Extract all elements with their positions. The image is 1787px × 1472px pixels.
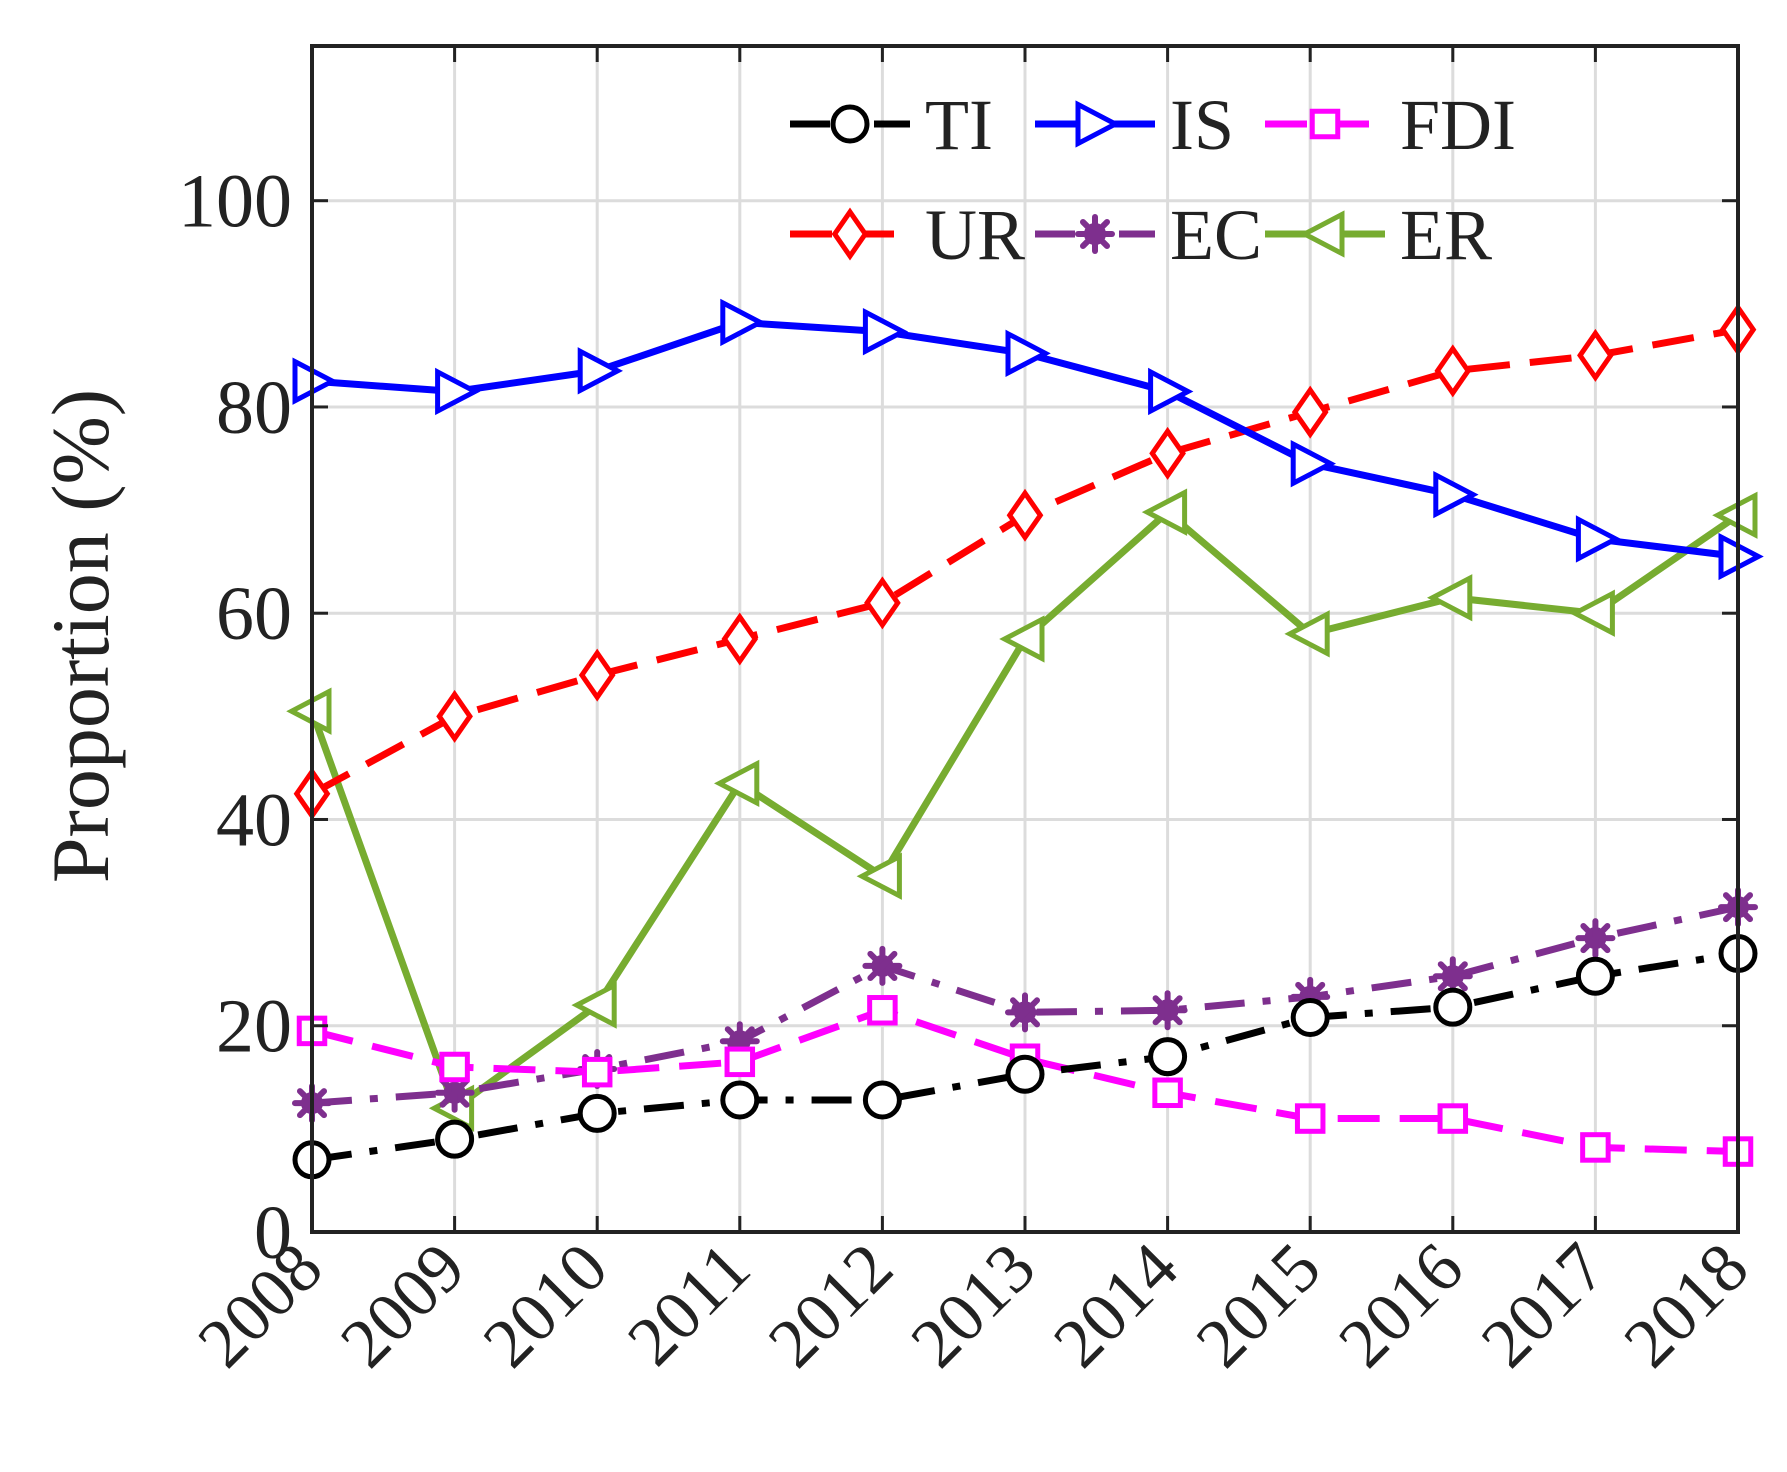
data-point — [1299, 210, 1345, 258]
data-point — [1309, 108, 1341, 140]
series-fdi — [296, 995, 1754, 1167]
legend-label: TI — [925, 85, 993, 165]
data-point — [830, 104, 870, 144]
x-tick-label: 2017 — [1467, 1229, 1620, 1382]
series-line — [311, 950, 1739, 1164]
data-point — [1575, 515, 1622, 563]
data-point — [1434, 344, 1472, 398]
x-tick-label: 2016 — [1325, 1229, 1478, 1382]
data-point — [864, 576, 901, 630]
data-point — [999, 615, 1045, 663]
x-tick-label: 2012 — [754, 1229, 907, 1382]
data-point — [862, 945, 903, 986]
data-point — [1432, 956, 1473, 997]
data-point — [1580, 1132, 1611, 1163]
data-point — [439, 1051, 470, 1083]
data-point — [721, 612, 759, 666]
x-tick-label: 2009 — [326, 1229, 479, 1382]
x-tick-label: 2014 — [1039, 1229, 1192, 1382]
x-tick-label: 2008 — [184, 1229, 337, 1382]
data-point — [831, 207, 869, 261]
data-point — [867, 995, 898, 1026]
series-ti — [292, 934, 1758, 1180]
series-ec — [292, 887, 1758, 1124]
y-axis-label: Proportion (%) — [35, 389, 126, 883]
data-point — [1148, 1037, 1188, 1077]
data-point — [1433, 987, 1473, 1027]
data-point — [1149, 426, 1186, 480]
data-point — [435, 1119, 475, 1159]
legend-item-is: IS — [1035, 85, 1234, 165]
data-point — [862, 1080, 902, 1120]
y-tick-label: 40 — [216, 778, 292, 862]
data-point — [1575, 956, 1615, 996]
data-point — [577, 1093, 617, 1133]
legend-label: EC — [1170, 195, 1262, 275]
series-ur — [293, 303, 1757, 821]
legend-label: UR — [925, 195, 1025, 275]
data-point — [1437, 1103, 1469, 1134]
data-point — [1284, 610, 1330, 658]
series-er — [286, 488, 1758, 1132]
y-tick-label: 100 — [178, 160, 292, 244]
data-point — [571, 981, 617, 1029]
data-point — [856, 852, 902, 900]
data-point — [862, 307, 909, 356]
legend-label: IS — [1170, 85, 1234, 165]
legend-item-ur: UR — [790, 195, 1025, 275]
legend-item-ec: EC — [1035, 195, 1262, 275]
y-tick-label: 80 — [216, 366, 292, 450]
y-tick-label: 0 — [254, 1191, 292, 1275]
data-point — [714, 759, 760, 808]
data-point — [1152, 1077, 1183, 1109]
data-point — [1006, 488, 1044, 542]
data-point — [1148, 367, 1194, 416]
data-point — [1290, 440, 1336, 488]
data-point — [724, 1046, 756, 1078]
data-point — [1290, 997, 1330, 1037]
data-point — [1294, 1103, 1326, 1134]
data-point — [1005, 329, 1051, 378]
y-tick-label: 20 — [216, 985, 292, 1069]
data-point — [720, 1080, 760, 1120]
legend-label: FDI — [1400, 85, 1516, 165]
data-point — [1575, 918, 1616, 959]
data-point — [1005, 992, 1045, 1033]
data-point — [720, 298, 766, 347]
data-point — [581, 1056, 613, 1088]
legend-item-er: ER — [1265, 195, 1492, 275]
data-point — [435, 367, 481, 416]
data-point — [1147, 990, 1188, 1031]
data-point — [1569, 589, 1615, 637]
legend-item-ti: TI — [790, 85, 993, 165]
x-tick-label: 2013 — [897, 1229, 1050, 1382]
x-tick-label: 2015 — [1182, 1229, 1335, 1382]
x-tick-label: 2011 — [614, 1229, 766, 1381]
data-point — [436, 689, 473, 743]
data-point — [578, 648, 616, 702]
data-point — [1075, 214, 1115, 254]
legend-item-fdi: FDI — [1265, 85, 1516, 165]
data-point — [1005, 1054, 1045, 1094]
data-point — [1075, 100, 1121, 148]
series-line — [311, 1006, 1739, 1156]
data-point — [1433, 470, 1479, 519]
legend: TI IS FDI UR EC ER — [790, 85, 1516, 275]
x-tick-label: 2018 — [1610, 1229, 1763, 1382]
y-tick-label: 60 — [216, 572, 292, 656]
data-point — [577, 347, 623, 395]
data-point — [1427, 574, 1473, 622]
legend-label: ER — [1400, 195, 1492, 275]
x-tick-label: 2010 — [469, 1229, 622, 1382]
data-point — [1291, 385, 1329, 439]
series-is — [292, 298, 1764, 581]
data-point — [1577, 328, 1614, 382]
series-layer — [286, 298, 1764, 1180]
data-point — [1141, 488, 1188, 536]
